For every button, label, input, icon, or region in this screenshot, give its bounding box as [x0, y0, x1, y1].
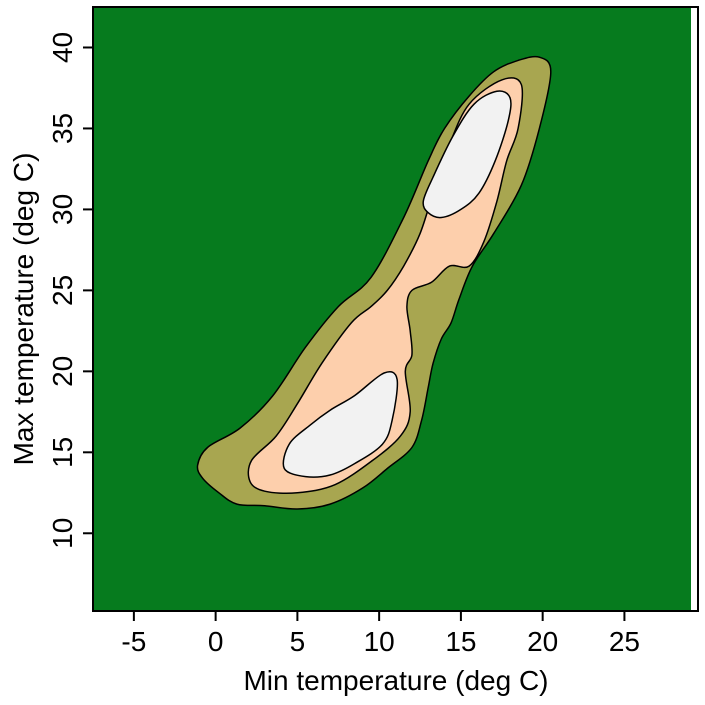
y-axis: 10 15 20 25 30 35 40 [47, 32, 93, 549]
x-tick-label: 0 [208, 626, 224, 657]
y-tick-label: 40 [47, 32, 78, 63]
x-tick-label: -5 [121, 626, 146, 657]
contour-layers [196, 55, 552, 510]
x-tick-label: 10 [364, 626, 395, 657]
x-tick-label: 5 [290, 626, 306, 657]
y-axis-title: Max temperature (deg C) [8, 153, 39, 466]
y-tick-label: 20 [47, 356, 78, 387]
y-tick-label: 15 [47, 437, 78, 468]
y-tick-label: 35 [47, 113, 78, 144]
y-tick-label: 25 [47, 275, 78, 306]
x-tick-label: 20 [527, 626, 558, 657]
x-tick-label: 15 [445, 626, 476, 657]
y-tick-label: 10 [47, 518, 78, 549]
contour-level-3-region-2 [422, 90, 512, 219]
y-tick-label: 30 [47, 194, 78, 225]
contour-level-3-region-1 [282, 371, 399, 478]
x-axis-title: Min temperature (deg C) [243, 665, 548, 696]
x-tick-label: 25 [609, 626, 640, 657]
x-axis: -5 0 5 10 15 20 25 [121, 611, 640, 657]
plot-frame [92, 6, 699, 612]
